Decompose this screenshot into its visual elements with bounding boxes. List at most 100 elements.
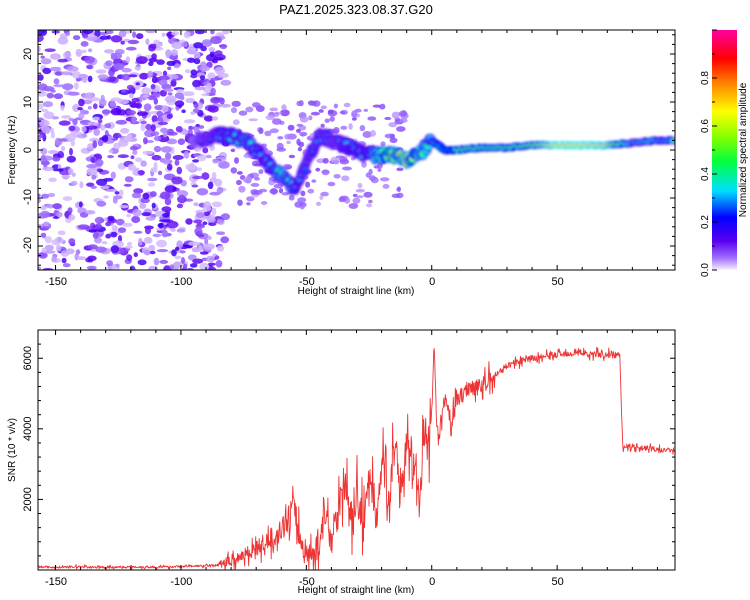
noise-blob xyxy=(163,265,172,270)
noise-blob xyxy=(166,138,178,145)
noise-blob xyxy=(40,55,45,59)
noise-blob xyxy=(94,159,104,167)
noise-blob xyxy=(370,130,376,137)
noise-blob xyxy=(47,150,59,154)
noise-blob xyxy=(53,78,60,85)
noise-blob xyxy=(305,181,311,188)
noise-blob xyxy=(190,69,198,76)
noise-blob xyxy=(113,63,125,71)
noise-blob xyxy=(160,127,168,133)
noise-blob xyxy=(101,135,109,143)
noise-blob xyxy=(237,199,243,206)
noise-blob xyxy=(177,138,186,145)
noise-blob xyxy=(145,216,156,221)
noise-blob xyxy=(117,99,130,105)
noise-blob xyxy=(321,169,330,176)
noise-blob xyxy=(216,186,224,194)
noise-blob xyxy=(192,175,204,180)
noise-blob xyxy=(128,74,138,78)
noise-blob xyxy=(397,186,401,192)
noise-blob xyxy=(327,181,336,187)
noise-blob xyxy=(108,149,114,153)
snr-xtick-label: -100 xyxy=(170,576,192,588)
noise-blob xyxy=(67,91,80,96)
noise-blob xyxy=(339,110,346,115)
noise-blob xyxy=(57,36,69,45)
noise-blob xyxy=(300,133,305,137)
noise-blob xyxy=(54,236,64,244)
noise-blob xyxy=(391,111,400,119)
noise-blob xyxy=(300,190,306,197)
noise-blob xyxy=(161,206,172,213)
noise-blob xyxy=(368,199,373,204)
noise-blob xyxy=(298,141,305,148)
noise-blob xyxy=(126,213,131,218)
noise-blob xyxy=(185,119,194,123)
spectrogram-ridge xyxy=(188,126,675,195)
noise-blob xyxy=(194,30,206,35)
noise-blob xyxy=(81,49,87,54)
noise-blob xyxy=(199,262,210,270)
noise-blob xyxy=(124,245,133,249)
noise-blob xyxy=(50,131,55,139)
noise-blob xyxy=(216,219,225,225)
noise-blob xyxy=(348,203,359,209)
noise-blob xyxy=(127,209,134,213)
noise-blob xyxy=(160,146,173,153)
snr-ylabel: SNR (10 * v/v) xyxy=(7,418,18,482)
noise-blob xyxy=(140,160,147,167)
noise-blob xyxy=(121,222,133,227)
spectrogram-noise xyxy=(38,30,409,270)
noise-blob xyxy=(151,154,162,161)
noise-blob xyxy=(165,49,172,58)
noise-blob xyxy=(101,109,111,115)
noise-blob xyxy=(147,182,156,187)
noise-blob xyxy=(258,127,264,135)
noise-blob xyxy=(99,31,109,36)
noise-blob xyxy=(194,227,203,236)
spectrogram-ylabel: Frequency (Hz) xyxy=(7,116,18,185)
noise-blob xyxy=(145,123,153,131)
noise-blob xyxy=(58,138,68,142)
noise-blob xyxy=(60,250,70,257)
noise-blob xyxy=(190,73,198,79)
noise-blob xyxy=(135,56,148,64)
noise-blob xyxy=(38,45,41,53)
noise-blob xyxy=(216,245,225,252)
snr-ticks xyxy=(38,329,675,571)
noise-blob xyxy=(79,181,84,189)
noise-blob xyxy=(107,155,114,159)
noise-blob xyxy=(181,109,186,113)
noise-blob xyxy=(148,45,156,52)
noise-blob xyxy=(307,188,315,194)
noise-blob xyxy=(396,167,404,172)
noise-blob xyxy=(322,157,329,164)
noise-blob xyxy=(90,185,97,189)
snr-panel: -150 -100 -50 0 50 2000 4000 6000 Height… xyxy=(7,329,676,596)
noise-blob xyxy=(220,213,230,221)
noise-blob xyxy=(370,176,379,184)
noise-blob xyxy=(236,179,242,186)
noise-blob xyxy=(188,241,201,246)
noise-blob xyxy=(97,138,104,147)
noise-blob xyxy=(38,133,45,138)
noise-blob xyxy=(38,90,48,97)
noise-blob xyxy=(131,266,136,270)
noise-blob xyxy=(153,135,162,142)
noise-blob xyxy=(211,171,217,180)
noise-blob xyxy=(86,36,98,42)
noise-blob xyxy=(399,118,408,123)
snr-background xyxy=(38,330,675,570)
noise-blob xyxy=(193,58,201,65)
noise-blob xyxy=(388,122,398,128)
spectrogram-xtick-label: 50 xyxy=(551,276,563,288)
noise-blob xyxy=(147,95,157,101)
noise-blob xyxy=(117,227,127,234)
noise-blob xyxy=(198,125,205,129)
noise-blob xyxy=(134,65,141,71)
noise-blob xyxy=(38,197,41,204)
noise-blob xyxy=(260,201,268,205)
noise-blob xyxy=(182,263,188,270)
noise-blob xyxy=(340,125,348,130)
noise-blob xyxy=(58,120,71,126)
